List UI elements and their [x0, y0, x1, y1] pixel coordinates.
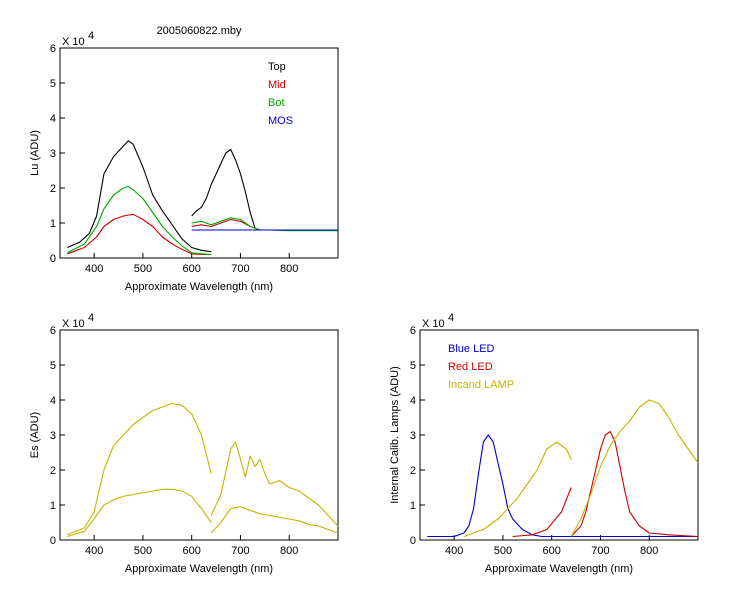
- lu-series-bot-line-0: [67, 185, 212, 256]
- es-series-0-line-1: [210, 441, 339, 527]
- calib-xtick-label: 500: [494, 545, 512, 557]
- es-xlabel: Approximate Wavelength (nm): [125, 563, 273, 575]
- calib-series-red-led-line-1: [570, 430, 699, 538]
- lu-xtick-label: 500: [134, 263, 152, 275]
- calib-legend-entry: Blue LED: [448, 343, 495, 355]
- calib-series-incand-lamp-line-0: [463, 441, 572, 538]
- calib-ytick-label: 2: [410, 465, 416, 477]
- lu-ytick-label: 2: [50, 183, 56, 195]
- calib-ytick-label: 5: [410, 360, 416, 372]
- calib-xlabel: Approximate Wavelength (nm): [485, 563, 633, 575]
- figure-title: 2005060822.mby: [156, 25, 242, 37]
- es-xtick-label: 700: [231, 545, 249, 557]
- lu-xtick-label: 400: [85, 263, 103, 275]
- calib-legend-entry: Red LED: [448, 361, 493, 373]
- es-xtick-label: 600: [183, 545, 201, 557]
- lu-ytick-label: 1: [50, 218, 56, 230]
- calib-xtick-label: 600: [543, 545, 561, 557]
- es-ylabel: Es (ADU): [29, 412, 41, 458]
- es-ytick-label: 1: [50, 500, 56, 512]
- calib-xtick-label: 800: [640, 545, 658, 557]
- es-yscale-exponent: 4: [88, 312, 94, 324]
- lu-legend-entry: Bot: [268, 97, 285, 109]
- lu-series-mid-line-1: [191, 218, 338, 231]
- es-series-0-line-0: [67, 402, 212, 536]
- es-ytick-label: 6: [50, 325, 56, 337]
- lu-yscale-label: X 10: [62, 36, 85, 48]
- calib-series-incand-lamp-line-1: [570, 399, 699, 537]
- calib-series-blue-led-line-0: [427, 434, 698, 538]
- calib-ytick-label: 0: [410, 535, 416, 547]
- es-ytick-label: 5: [50, 360, 56, 372]
- lu-series-bot-line-1: [191, 217, 338, 232]
- lu-xtick-label: 700: [231, 263, 249, 275]
- calib-xtick-label: 700: [591, 545, 609, 557]
- es-ytick-label: 4: [50, 395, 56, 407]
- lu-series-top-line-0: [67, 140, 212, 253]
- calib-ytick-label: 1: [410, 500, 416, 512]
- es-ytick-label: 3: [50, 430, 56, 442]
- calib-ytick-label: 6: [410, 325, 416, 337]
- es-ytick-label: 2: [50, 465, 56, 477]
- lu-legend-entry: Mid: [268, 79, 286, 91]
- es-xtick-label: 400: [85, 545, 103, 557]
- lu-ytick-label: 0: [50, 253, 56, 265]
- calib-yscale-label: X 10: [422, 318, 445, 330]
- calib-ytick-label: 3: [410, 430, 416, 442]
- lu-ytick-label: 5: [50, 78, 56, 90]
- calib-xtick-label: 400: [445, 545, 463, 557]
- calib-yscale-exponent: 4: [448, 312, 454, 324]
- es-series-1-line-1: [210, 506, 339, 534]
- lu-series-mid-line-0: [67, 213, 212, 256]
- es-ytick-label: 0: [50, 535, 56, 547]
- lu-xtick-label: 600: [183, 263, 201, 275]
- lu-xtick-label: 800: [280, 263, 298, 275]
- lu-axes-box: [59, 47, 339, 259]
- es-xtick-label: 500: [134, 545, 152, 557]
- calib-legend-entry: Incand LAMP: [448, 379, 514, 391]
- lu-ytick-label: 6: [50, 43, 56, 55]
- calib-ytick-label: 4: [410, 395, 416, 407]
- lu-xlabel: Approximate Wavelength (nm): [125, 281, 273, 293]
- calib-ylabel: Internal Calib. Lamps (ADU): [389, 366, 401, 504]
- es-series-1-line-0: [67, 488, 212, 538]
- calib-series-red-led-line-0: [512, 487, 572, 538]
- lu-ytick-label: 4: [50, 113, 56, 125]
- lu-legend-entry: MOS: [268, 115, 293, 127]
- lu-ylabel: Lu (ADU): [29, 130, 41, 176]
- lu-yscale-exponent: 4: [88, 30, 94, 42]
- es-xtick-label: 800: [280, 545, 298, 557]
- lu-legend-entry: Top: [268, 61, 286, 73]
- lu-ytick-label: 3: [50, 148, 56, 160]
- es-yscale-label: X 10: [62, 318, 85, 330]
- lu-series-top-line-1: [191, 148, 338, 231]
